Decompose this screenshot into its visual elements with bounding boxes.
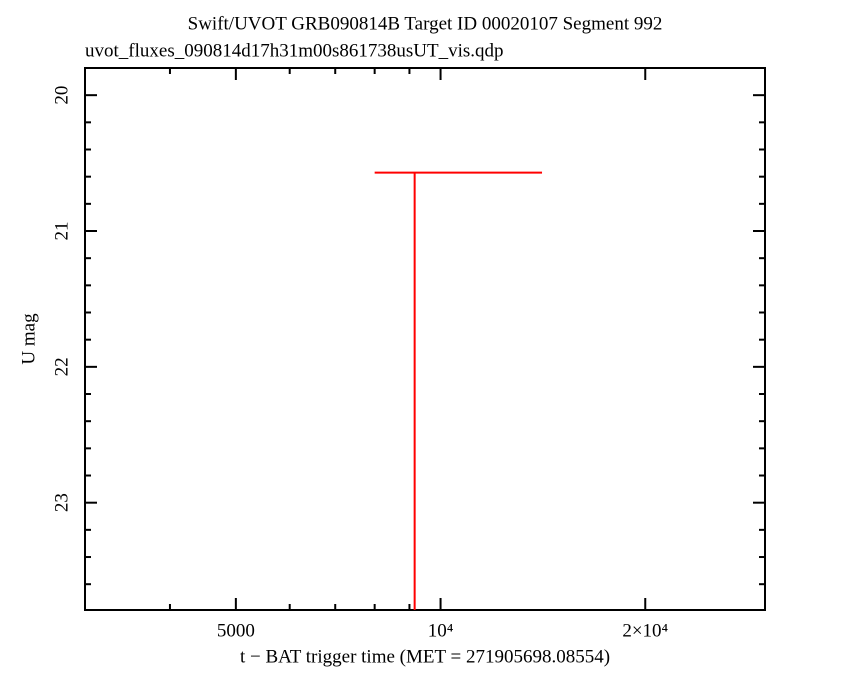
x-axis-label: t − BAT trigger time (MET = 271905698.08… bbox=[240, 646, 610, 667]
x-tick-label: 5000 bbox=[217, 620, 255, 641]
chart-title: Swift/UVOT GRB090814B Target ID 00020107… bbox=[188, 13, 663, 34]
y-tick-label: 23 bbox=[51, 493, 72, 512]
y-tick-label: 22 bbox=[51, 357, 72, 376]
y-tick-label: 20 bbox=[51, 86, 72, 105]
y-axis-label: U mag bbox=[18, 313, 39, 365]
plot-frame bbox=[84, 67, 766, 611]
y-tick-label: 21 bbox=[51, 222, 72, 241]
x-tick-label: 10⁴ bbox=[428, 620, 454, 641]
x-tick-label: 2×10⁴ bbox=[622, 620, 668, 641]
chart-subtitle: uvot_fluxes_090814d17h31m00s861738usUT_v… bbox=[85, 40, 504, 61]
